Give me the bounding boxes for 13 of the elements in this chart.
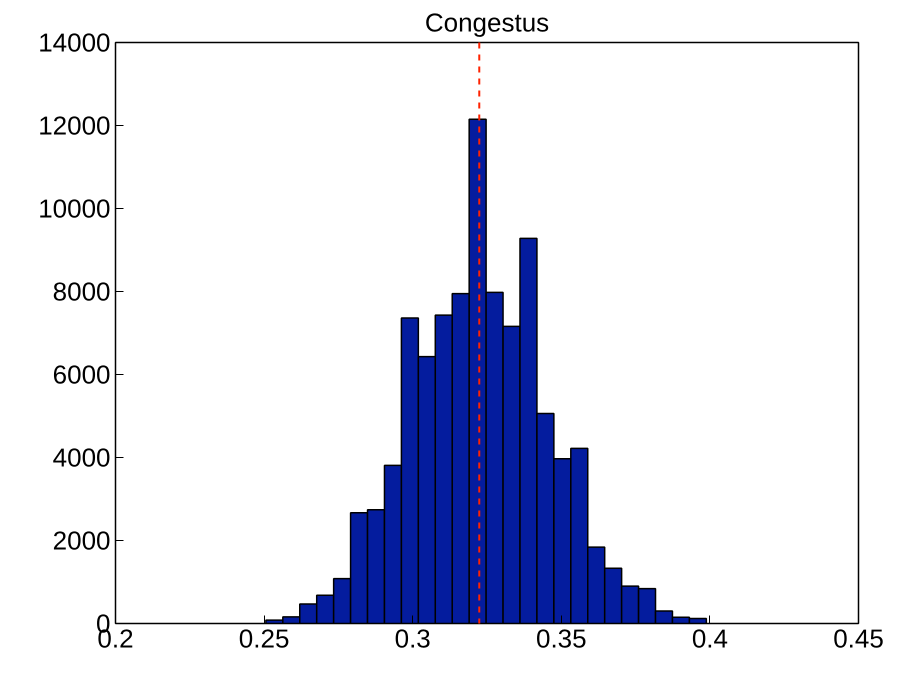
x-tick-label: 0.45 — [833, 624, 884, 654]
y-tick-label: 10000 — [38, 194, 111, 224]
y-tick-label: 8000 — [52, 276, 111, 306]
y-tick-label: 6000 — [52, 360, 111, 390]
x-tick-label: 0.35 — [536, 624, 587, 654]
y-tick-label: 4000 — [52, 442, 111, 472]
x-tick-label: 0.3 — [394, 624, 431, 654]
x-tick-label: 0.25 — [238, 624, 290, 654]
y-tick-label: 12000 — [38, 110, 111, 140]
y-tick-label: 2000 — [52, 526, 111, 556]
y-tick-label: 14000 — [38, 28, 111, 58]
chart-title: Congestus — [424, 8, 550, 38]
x-tick-label: 0.4 — [692, 624, 728, 654]
